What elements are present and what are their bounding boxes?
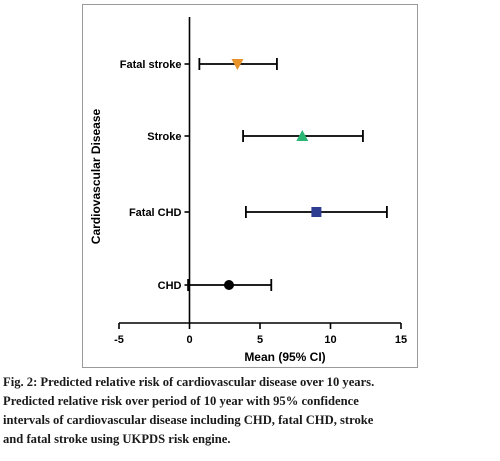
y-axis-title: Cardiovascular Disease	[89, 108, 103, 244]
data-point-square	[311, 207, 322, 217]
y-tick-label: Stroke	[147, 131, 181, 143]
x-tick-label: 15	[395, 334, 407, 346]
x-tick-label: 0	[186, 334, 192, 346]
figure-caption: Fig. 2: Predicted relative risk of cardi…	[3, 373, 497, 449]
x-tick-label: -5	[114, 334, 124, 346]
caption-line-4: and fatal stroke using UKPDS risk engine…	[3, 432, 231, 446]
data-point-triangle-up	[296, 130, 309, 141]
y-tick-label: CHD	[158, 280, 182, 292]
x-tick-label: 10	[324, 334, 336, 346]
x-axis-title: Mean (95% CI)	[244, 350, 325, 364]
data-point-circle	[223, 280, 234, 290]
x-tick-label: 5	[257, 334, 263, 346]
data-point-triangle-down	[231, 59, 244, 70]
caption-line-2: Predicted relative risk over period of 1…	[3, 394, 359, 408]
caption-line-3: intervals of cardiovascular disease incl…	[3, 413, 374, 427]
y-tick-label: Fatal CHD	[129, 207, 182, 219]
caption-line-1: Fig. 2: Predicted relative risk of cardi…	[3, 375, 375, 389]
forest-plot-chart: -5 0 5 10 15 Fatal stroke Stroke Fatal CHD CHD Me…	[89, 17, 407, 364]
y-tick-label: Fatal stroke	[120, 59, 182, 71]
chart-panel: -5 0 5 10 15 Fatal stroke Stroke Fatal CHD CHD Me…	[82, 4, 418, 368]
